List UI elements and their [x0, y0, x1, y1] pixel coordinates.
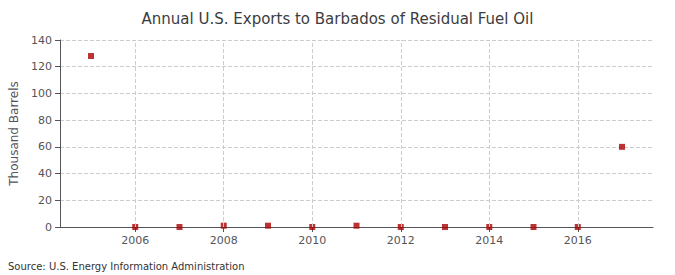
svg-text:20: 20	[38, 194, 52, 207]
svg-text:80: 80	[38, 114, 52, 127]
svg-text:2008: 2008	[210, 234, 238, 247]
svg-text:Source: U.S. Energy Informatio: Source: U.S. Energy Information Administ…	[8, 261, 245, 272]
svg-text:140: 140	[31, 34, 52, 47]
svg-text:2014: 2014	[475, 234, 503, 247]
svg-text:2010: 2010	[298, 234, 326, 247]
svg-text:2006: 2006	[121, 234, 149, 247]
svg-text:2016: 2016	[564, 234, 592, 247]
svg-text:40: 40	[38, 167, 52, 180]
svg-text:Thousand Barrels: Thousand Barrels	[7, 81, 21, 186]
svg-text:2012: 2012	[387, 234, 415, 247]
svg-text:60: 60	[38, 140, 52, 153]
svg-text:100: 100	[31, 87, 52, 100]
svg-text:120: 120	[31, 60, 52, 73]
svg-text:Annual U.S. Exports to Barbado: Annual U.S. Exports to Barbados of Resid…	[142, 10, 534, 28]
svg-text:0: 0	[45, 221, 52, 234]
